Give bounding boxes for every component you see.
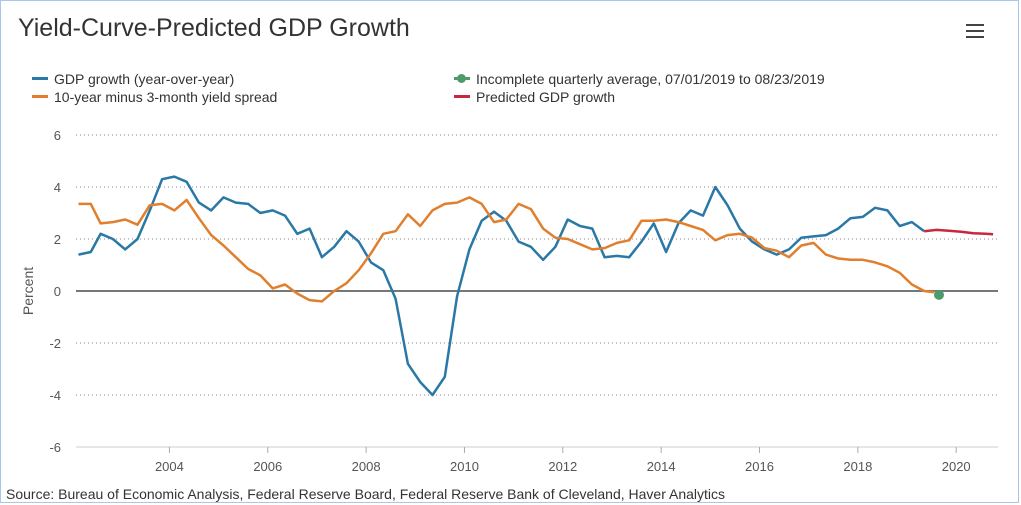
series-line-predicted[interactable]: [924, 228, 994, 236]
x-tick-labels: 2004 2006 2008 2010 2012 2014 2016 2018 2020: [155, 447, 971, 474]
legend-item-incomplete[interactable]: Incomplete quarterly average, 07/01/2019…: [454, 70, 825, 87]
y-tick-label: 6: [54, 128, 61, 143]
source-note: Source: Bureau of Economic Analysis, Fed…: [6, 486, 726, 502]
legend-label-spread: 10-year minus 3-month yield spread: [54, 88, 278, 105]
y-tick-label: -2: [49, 336, 61, 351]
series-layer: [78, 175, 994, 397]
series-point-incomplete[interactable]: [933, 289, 944, 300]
legend-item-gdp[interactable]: GDP growth (year-over-year): [32, 70, 234, 87]
hamburger-menu-icon[interactable]: [964, 22, 986, 40]
x-tick-label: 2014: [647, 459, 676, 474]
legend-item-spread[interactable]: 10-year minus 3-month yield spread: [32, 88, 277, 105]
legend-label-incomplete: Incomplete quarterly average, 07/01/2019…: [476, 70, 825, 87]
x-tick-label: 2018: [843, 459, 872, 474]
y-tick-label: 0: [54, 284, 61, 299]
y-axis-label: Percent: [20, 267, 36, 315]
legend-item-predicted[interactable]: Predicted GDP growth: [454, 88, 615, 105]
legend-swatch-gdp: [32, 77, 48, 80]
series-line-gdp[interactable]: [78, 175, 925, 397]
x-tick-label: 2012: [548, 459, 577, 474]
legend-swatch-predicted: [454, 95, 470, 98]
x-tick-label: 2020: [942, 459, 971, 474]
menu-bar-bottom: [966, 36, 984, 38]
legend: GDP growth (year-over-year) 10-year minu…: [32, 70, 932, 106]
legend-dot-incomplete: [457, 74, 466, 83]
legend-label-gdp: GDP growth (year-over-year): [54, 70, 235, 87]
y-tick-label: -4: [49, 388, 61, 403]
x-tick-label: 2010: [450, 459, 479, 474]
menu-bar-top: [966, 24, 984, 26]
y-tick-label: 2: [54, 232, 61, 247]
chart-title: Yield-Curve-Predicted GDP Growth: [18, 14, 410, 42]
x-tick-label: 2016: [745, 459, 774, 474]
y-tick-label: -6: [49, 440, 61, 455]
legend-label-predicted: Predicted GDP growth: [476, 88, 616, 105]
x-tick-label: 2004: [155, 459, 184, 474]
menu-bar-middle: [966, 30, 984, 32]
legend-swatch-incomplete: [454, 74, 470, 83]
y-tick-label: 4: [54, 180, 61, 195]
gridlines: [76, 134, 998, 448]
series-line-spread[interactable]: [78, 196, 935, 303]
y-tick-labels: -6 -4 -2 0 2 4 6: [49, 128, 61, 455]
legend-swatch-spread: [32, 95, 48, 98]
x-tick-label: 2008: [352, 459, 381, 474]
x-tick-label: 2006: [253, 459, 282, 474]
